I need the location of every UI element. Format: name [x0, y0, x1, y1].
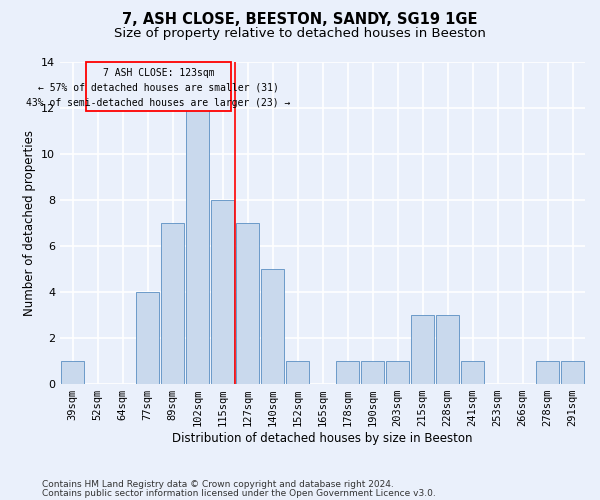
- Bar: [461, 361, 484, 384]
- Text: 43% of semi-detached houses are larger (23) →: 43% of semi-detached houses are larger (…: [26, 98, 290, 108]
- Bar: [185, 108, 209, 384]
- FancyBboxPatch shape: [86, 62, 231, 111]
- Bar: [560, 361, 584, 384]
- Bar: [161, 223, 184, 384]
- Text: 7 ASH CLOSE: 123sqm: 7 ASH CLOSE: 123sqm: [103, 68, 214, 78]
- Text: Size of property relative to detached houses in Beeston: Size of property relative to detached ho…: [114, 28, 486, 40]
- Bar: [236, 223, 259, 384]
- Bar: [436, 315, 460, 384]
- Bar: [286, 361, 310, 384]
- Bar: [410, 315, 434, 384]
- Bar: [386, 361, 409, 384]
- Text: Contains public sector information licensed under the Open Government Licence v3: Contains public sector information licen…: [42, 488, 436, 498]
- Text: 7, ASH CLOSE, BEESTON, SANDY, SG19 1GE: 7, ASH CLOSE, BEESTON, SANDY, SG19 1GE: [122, 12, 478, 28]
- Bar: [335, 361, 359, 384]
- Text: ← 57% of detached houses are smaller (31): ← 57% of detached houses are smaller (31…: [38, 83, 279, 93]
- X-axis label: Distribution of detached houses by size in Beeston: Distribution of detached houses by size …: [172, 432, 473, 445]
- Bar: [361, 361, 385, 384]
- Bar: [211, 200, 235, 384]
- Bar: [61, 361, 85, 384]
- Bar: [536, 361, 559, 384]
- Text: Contains HM Land Registry data © Crown copyright and database right 2024.: Contains HM Land Registry data © Crown c…: [42, 480, 394, 489]
- Y-axis label: Number of detached properties: Number of detached properties: [23, 130, 35, 316]
- Bar: [260, 269, 284, 384]
- Bar: [136, 292, 160, 384]
